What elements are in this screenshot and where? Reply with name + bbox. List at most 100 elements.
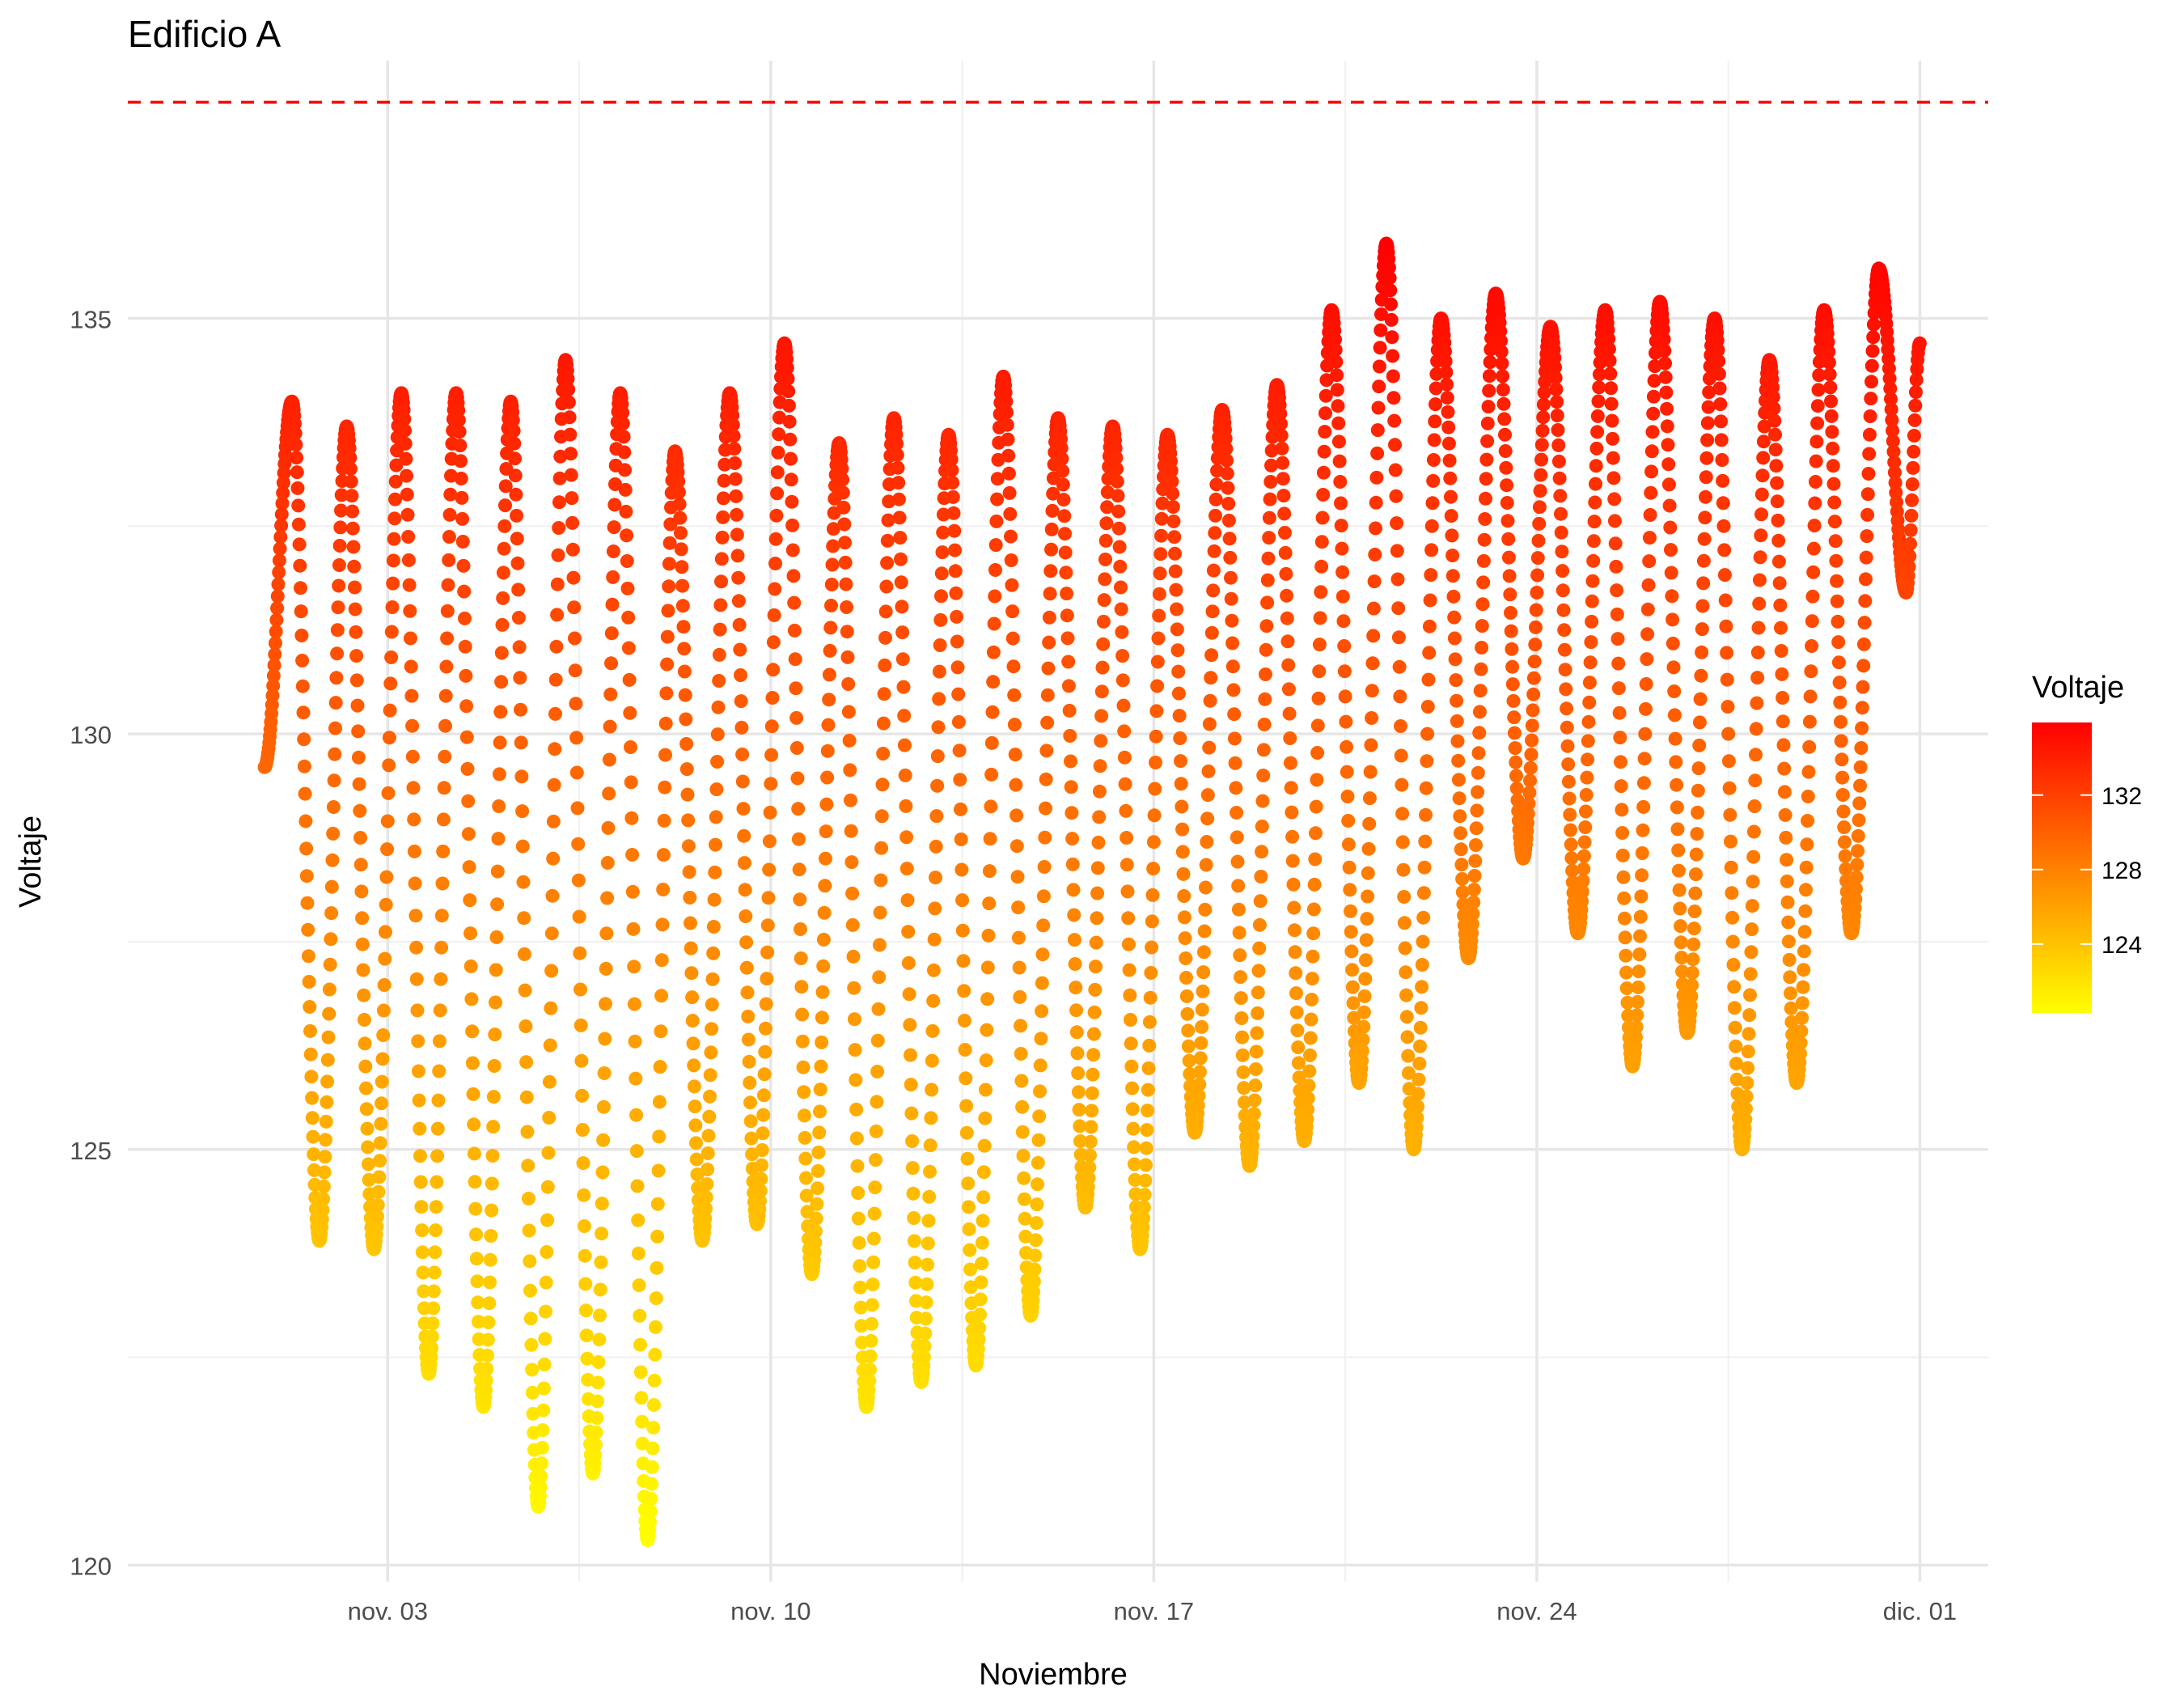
data-point [1276,489,1291,503]
data-point [1200,788,1215,803]
data-point [819,824,833,839]
data-point [1855,701,1869,715]
data-point [1317,444,1331,459]
data-point [1145,888,1160,902]
data-point [1801,765,1816,779]
data-point [658,748,672,762]
data-point [432,1064,447,1078]
data-point [1439,365,1454,379]
data-point [485,1176,499,1191]
data-point [1309,826,1323,841]
data-point [1202,717,1217,731]
colorbar-tick-label: 128 [2101,858,2142,884]
data-point [458,611,472,625]
data-point [1809,475,1822,489]
data-point [1860,529,1874,544]
data-point [328,747,342,761]
data-point [930,749,945,764]
data-point [1804,664,1818,679]
y-tick-label: 125 [70,1137,112,1165]
data-point [317,1165,332,1180]
data-point [1502,569,1517,583]
data-point [1505,642,1519,656]
data-point [959,1071,973,1086]
data-point [1823,380,1838,395]
data-point [1333,475,1348,489]
data-point [1774,621,1788,635]
data-point [1714,433,1729,447]
data-point [1061,655,1076,669]
data-point [1699,470,1713,485]
data-point [1179,971,1193,985]
data-point [1141,1083,1155,1097]
data-point [1467,883,1481,897]
data-point [330,646,345,661]
data-point [1556,603,1571,617]
data-point [784,472,798,487]
data-point [1330,383,1344,397]
data-point [925,1053,939,1068]
data-point [270,589,285,604]
data-point [982,896,997,911]
data-point [675,578,690,593]
data-point [730,507,744,522]
data-point [1149,756,1162,769]
data-point [840,650,855,664]
data-point [787,623,802,638]
data-point [1124,1059,1139,1074]
data-point [675,599,690,613]
data-point [815,985,830,999]
data-point [1314,585,1328,600]
data-point [795,1007,810,1022]
data-point [674,542,688,557]
data-point [1249,1044,1263,1059]
data-point [1005,604,1020,619]
data-point [404,659,418,674]
data-point [1224,570,1238,585]
data-point [1011,900,1026,915]
data-point [1261,551,1276,566]
data-point [1311,691,1326,705]
data-point [1666,636,1680,650]
data-point [950,660,965,675]
data-point [1313,611,1327,625]
data-point [486,1120,501,1134]
data-point [592,1333,607,1347]
data-point [767,608,781,622]
data-point [923,1164,937,1179]
data-point [880,556,895,570]
data-point [1831,655,1846,670]
data-point [1728,1020,1742,1035]
data-point [462,860,476,875]
data-point [1222,532,1237,546]
data-point [1778,807,1792,822]
data-point [569,731,584,745]
data-point [1044,522,1059,536]
data-point [400,487,414,502]
data-point [709,810,723,824]
data-point [817,905,832,920]
legend-title: Voltaje [2032,671,2124,705]
x-tick-label: dic. 01 [1883,1597,1957,1625]
data-point [1610,607,1624,621]
data-point [1089,935,1103,950]
data-point [289,438,303,452]
data-point [1114,602,1128,616]
data-point [1310,718,1325,733]
data-point [1013,989,1027,1004]
data-point [824,599,838,612]
data-point [405,718,420,733]
data-point [360,1121,375,1136]
data-point [1604,396,1619,411]
data-point [567,600,582,615]
data-point [463,926,477,941]
data-point [1618,930,1632,945]
data-point [1373,323,1388,337]
data-point [659,686,674,701]
data-point [1744,945,1759,960]
data-point [710,755,725,769]
data-point [1231,879,1246,893]
data-point [1365,711,1379,725]
data-point [1607,492,1622,506]
data-point [1822,355,1836,370]
